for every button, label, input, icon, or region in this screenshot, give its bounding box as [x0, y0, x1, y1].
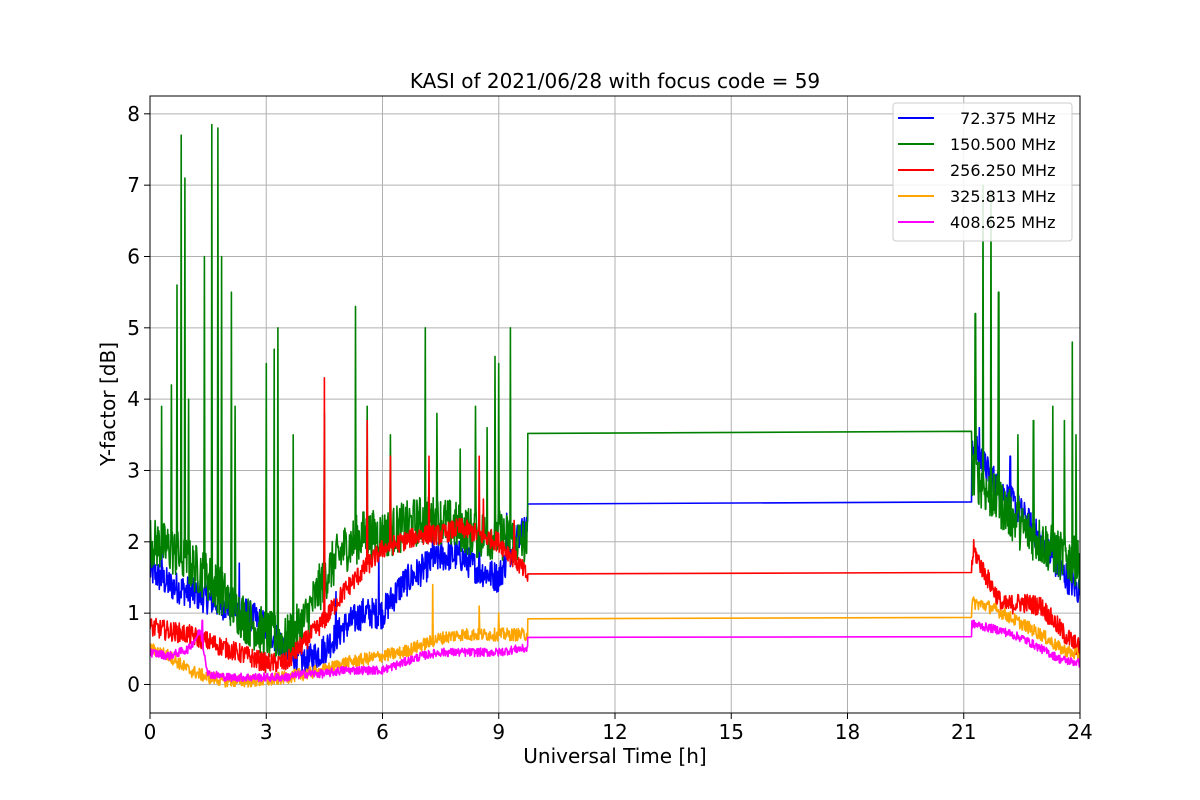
- series-line-4: [150, 583, 1080, 688]
- x-tick-label: 3: [260, 720, 273, 744]
- y-tick-label: 8: [127, 102, 140, 126]
- y-tick-label: 6: [127, 244, 140, 268]
- legend-label: 408.625 MHz: [950, 213, 1055, 232]
- y-tick-label: 1: [127, 601, 140, 625]
- legend-box: [892, 102, 1073, 242]
- x-tick-label: 24: [1067, 720, 1092, 744]
- y-tick-label: 7: [127, 173, 140, 197]
- legend-label: 325.813 MHz: [950, 187, 1055, 206]
- y-tick-label: 2: [127, 530, 140, 554]
- series-line-5: [150, 619, 1080, 683]
- legend-label: 150.500 MHz: [950, 135, 1055, 154]
- y-tick-label: 3: [127, 458, 140, 482]
- legend-label: 256.250 MHz: [950, 161, 1055, 180]
- x-tick-label: 6: [376, 720, 389, 744]
- y-tick-label: 0: [127, 672, 140, 696]
- y-axis-label: Y-factor [dB]: [96, 342, 120, 467]
- series-line-3: [150, 377, 1080, 674]
- x-tick-label: 21: [951, 720, 976, 744]
- x-tick-label: 0: [144, 720, 157, 744]
- y-tick-label: 5: [127, 316, 140, 340]
- y-tick-label: 4: [127, 387, 140, 411]
- x-tick-label: 18: [835, 720, 860, 744]
- legend: 72.375 MHz 150.500 MHz 256.250 MHz 325.813 …: [892, 102, 1073, 242]
- x-tick-label: 9: [492, 720, 505, 744]
- series-layer: [150, 123, 1080, 688]
- x-tick-label: 15: [719, 720, 744, 744]
- series-line-2: [150, 123, 1080, 662]
- x-tick-label: 12: [602, 720, 627, 744]
- legend-label: 72.375 MHz: [950, 109, 1055, 128]
- x-axis-label: Universal Time [h]: [523, 744, 706, 768]
- chart-title: KASI of 2021/06/28 with focus code = 59: [410, 69, 820, 93]
